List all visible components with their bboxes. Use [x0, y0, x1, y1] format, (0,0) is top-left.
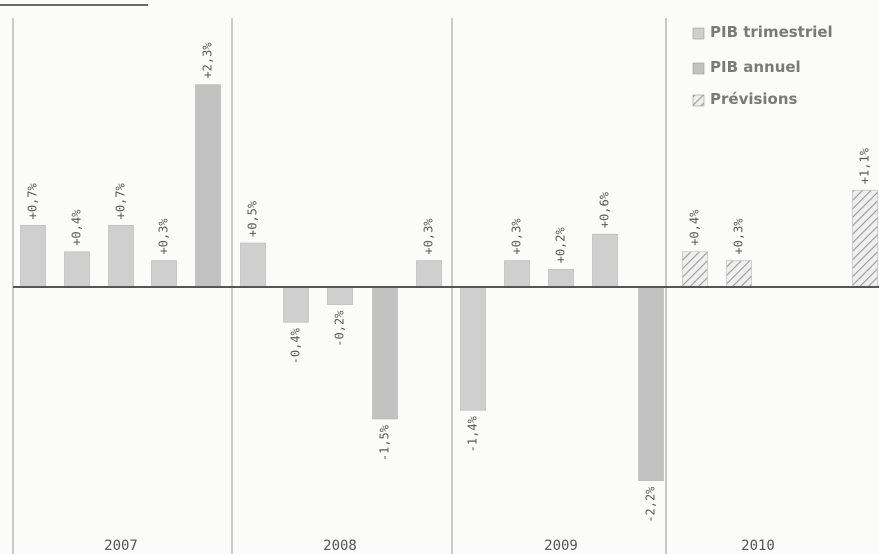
bar-2009-14 [638, 286, 664, 481]
data-label-4: +2,3% [201, 42, 215, 79]
year-labels: 2007 2008 2009 2010 [104, 538, 775, 554]
bar-2007-0 [20, 225, 46, 288]
data-label-11: +0,3% [510, 218, 524, 255]
data-label-10: -1,4% [466, 415, 480, 452]
bar-2008-9 [416, 260, 442, 288]
bar-2009-10 [460, 286, 486, 411]
legend-label-annuel: PIB annuel [710, 58, 801, 76]
data-label-1: +0,4% [70, 209, 84, 246]
bar-2007-2 [108, 225, 134, 288]
data-label-8: -1,5% [378, 424, 392, 461]
data-label-17: +1,1% [858, 147, 872, 184]
data-label-15: +0,4% [688, 209, 702, 246]
year-label-2009: 2009 [544, 538, 578, 554]
bar-2007-1 [64, 251, 90, 288]
bar-2010-15 [682, 251, 708, 288]
bar-2007-4 [195, 84, 221, 288]
legend-label-previsions: Prévisions [710, 90, 798, 108]
legend-swatch-previsions [692, 94, 705, 107]
bar-2010-17 [852, 189, 878, 288]
bar-2008-6 [283, 286, 309, 323]
data-labels: +0,7% +0,4% +0,7% +0,3% +2,3% +0,5% -0,4% -0,2%… [26, 42, 872, 523]
bar-2008-7 [327, 286, 353, 305]
year-label-2008: 2008 [323, 538, 357, 554]
bar-2008-8 [372, 286, 398, 420]
data-label-3: +0,3% [157, 218, 171, 255]
data-label-6: -0,4% [289, 327, 303, 364]
bar-2009-13 [592, 233, 618, 288]
data-label-14: -2,2% [644, 486, 658, 523]
data-label-2: +0,7% [114, 183, 128, 220]
year-label-2007: 2007 [104, 538, 138, 554]
data-label-5: +0,5% [246, 200, 260, 237]
legend-swatch-annuel [692, 62, 705, 75]
bar-2010-16 [726, 260, 752, 288]
data-label-7: -0,2% [333, 310, 347, 347]
bar-2007-3 [151, 260, 177, 288]
data-label-16: +0,3% [732, 218, 746, 255]
bar-series [20, 84, 878, 481]
year-label-2010: 2010 [741, 538, 775, 554]
data-label-12: +0,2% [554, 227, 568, 264]
data-label-0: +0,7% [26, 183, 40, 220]
legend-swatch-trimestriel [692, 27, 705, 40]
data-label-13: +0,6% [598, 191, 612, 228]
bar-2009-11 [504, 260, 530, 288]
legend: PIB trimestriel PIB annuel Prévisions [692, 23, 833, 108]
bar-2008-5 [240, 242, 266, 288]
data-label-9: +0,3% [422, 218, 436, 255]
bar-2009-12 [548, 269, 574, 288]
legend-label-trimestriel: PIB trimestriel [710, 23, 833, 41]
